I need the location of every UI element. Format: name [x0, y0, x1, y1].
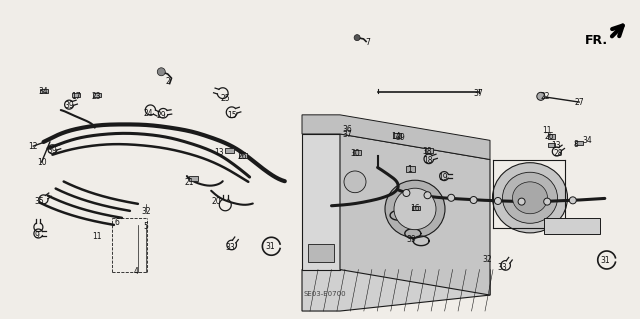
Circle shape — [157, 68, 165, 76]
Text: 11: 11 — [543, 126, 552, 135]
FancyBboxPatch shape — [406, 167, 415, 172]
Text: 31: 31 — [265, 242, 275, 251]
Text: 1: 1 — [407, 165, 412, 174]
Circle shape — [518, 198, 525, 205]
Text: 19: 19 — [438, 173, 448, 182]
Text: 17: 17 — [70, 92, 81, 101]
FancyBboxPatch shape — [353, 150, 362, 155]
Text: 32: 32 — [141, 207, 151, 216]
Text: 23: 23 — [91, 92, 101, 101]
Text: 34: 34 — [582, 137, 593, 145]
Ellipse shape — [513, 182, 547, 214]
Text: 13: 13 — [214, 148, 224, 157]
Text: 18: 18 — [423, 156, 432, 165]
Ellipse shape — [344, 171, 366, 193]
Text: 27: 27 — [574, 98, 584, 107]
Text: 37: 37 — [474, 89, 484, 98]
FancyBboxPatch shape — [548, 134, 556, 139]
FancyBboxPatch shape — [425, 148, 433, 153]
Text: 12: 12 — [29, 142, 38, 151]
Text: 20: 20 — [211, 197, 221, 206]
FancyBboxPatch shape — [548, 143, 556, 147]
FancyBboxPatch shape — [93, 93, 101, 98]
Text: 26: 26 — [237, 152, 247, 161]
Text: 33: 33 — [225, 243, 236, 252]
Ellipse shape — [493, 163, 568, 233]
Circle shape — [403, 189, 410, 197]
Text: SE03-E0700: SE03-E0700 — [304, 291, 346, 297]
Text: 9: 9 — [35, 231, 40, 240]
Text: 31: 31 — [600, 256, 610, 265]
Text: 10: 10 — [36, 158, 47, 167]
Text: 14: 14 — [390, 132, 401, 141]
Text: 5: 5 — [143, 222, 148, 231]
Circle shape — [495, 197, 501, 204]
Text: 28: 28 — [554, 149, 563, 158]
Text: 24: 24 — [143, 109, 154, 118]
Ellipse shape — [385, 180, 445, 238]
Circle shape — [544, 198, 550, 205]
Text: 39: 39 — [64, 101, 74, 110]
Text: 38: 38 — [422, 147, 433, 156]
Text: 30: 30 — [350, 149, 360, 158]
Text: 21: 21 — [185, 178, 194, 187]
FancyBboxPatch shape — [412, 206, 420, 210]
Polygon shape — [544, 218, 600, 234]
Circle shape — [470, 197, 477, 204]
Text: FR.: FR. — [585, 34, 608, 47]
Text: 8: 8 — [573, 140, 579, 149]
Polygon shape — [340, 134, 490, 295]
Text: 33: 33 — [497, 263, 508, 272]
Text: 7: 7 — [365, 38, 370, 47]
Text: 22: 22 — [541, 92, 550, 101]
Text: 11: 11 — [93, 232, 102, 241]
Circle shape — [570, 197, 576, 204]
Circle shape — [424, 192, 431, 199]
Ellipse shape — [502, 172, 557, 223]
Circle shape — [354, 35, 360, 41]
Polygon shape — [302, 270, 490, 311]
Text: 35: 35 — [35, 197, 45, 206]
Text: 2: 2 — [166, 77, 171, 86]
FancyBboxPatch shape — [575, 140, 583, 145]
Text: 36: 36 — [342, 125, 352, 134]
Text: 34: 34 — [38, 87, 49, 96]
FancyBboxPatch shape — [239, 153, 247, 158]
Text: 39: 39 — [47, 146, 58, 155]
Text: 29: 29 — [156, 111, 166, 120]
Text: 16: 16 — [410, 204, 420, 213]
Polygon shape — [302, 134, 340, 270]
Circle shape — [537, 92, 545, 100]
FancyBboxPatch shape — [72, 93, 79, 98]
Polygon shape — [308, 244, 334, 262]
FancyBboxPatch shape — [40, 88, 47, 93]
Text: 4: 4 — [134, 267, 139, 276]
FancyBboxPatch shape — [189, 176, 198, 181]
Text: 39: 39 — [395, 133, 405, 142]
Text: 26: 26 — [544, 132, 554, 141]
Text: 39: 39 — [406, 235, 416, 244]
Text: 13: 13 — [550, 141, 561, 150]
Circle shape — [448, 194, 454, 201]
Text: 15: 15 — [227, 111, 237, 120]
Text: 6: 6 — [115, 218, 120, 227]
Text: 32: 32 — [483, 255, 493, 263]
Polygon shape — [302, 115, 490, 160]
Text: 25: 25 — [220, 94, 230, 103]
Ellipse shape — [394, 188, 436, 230]
FancyBboxPatch shape — [225, 148, 234, 153]
FancyBboxPatch shape — [393, 133, 401, 138]
Text: 37: 37 — [342, 130, 352, 139]
